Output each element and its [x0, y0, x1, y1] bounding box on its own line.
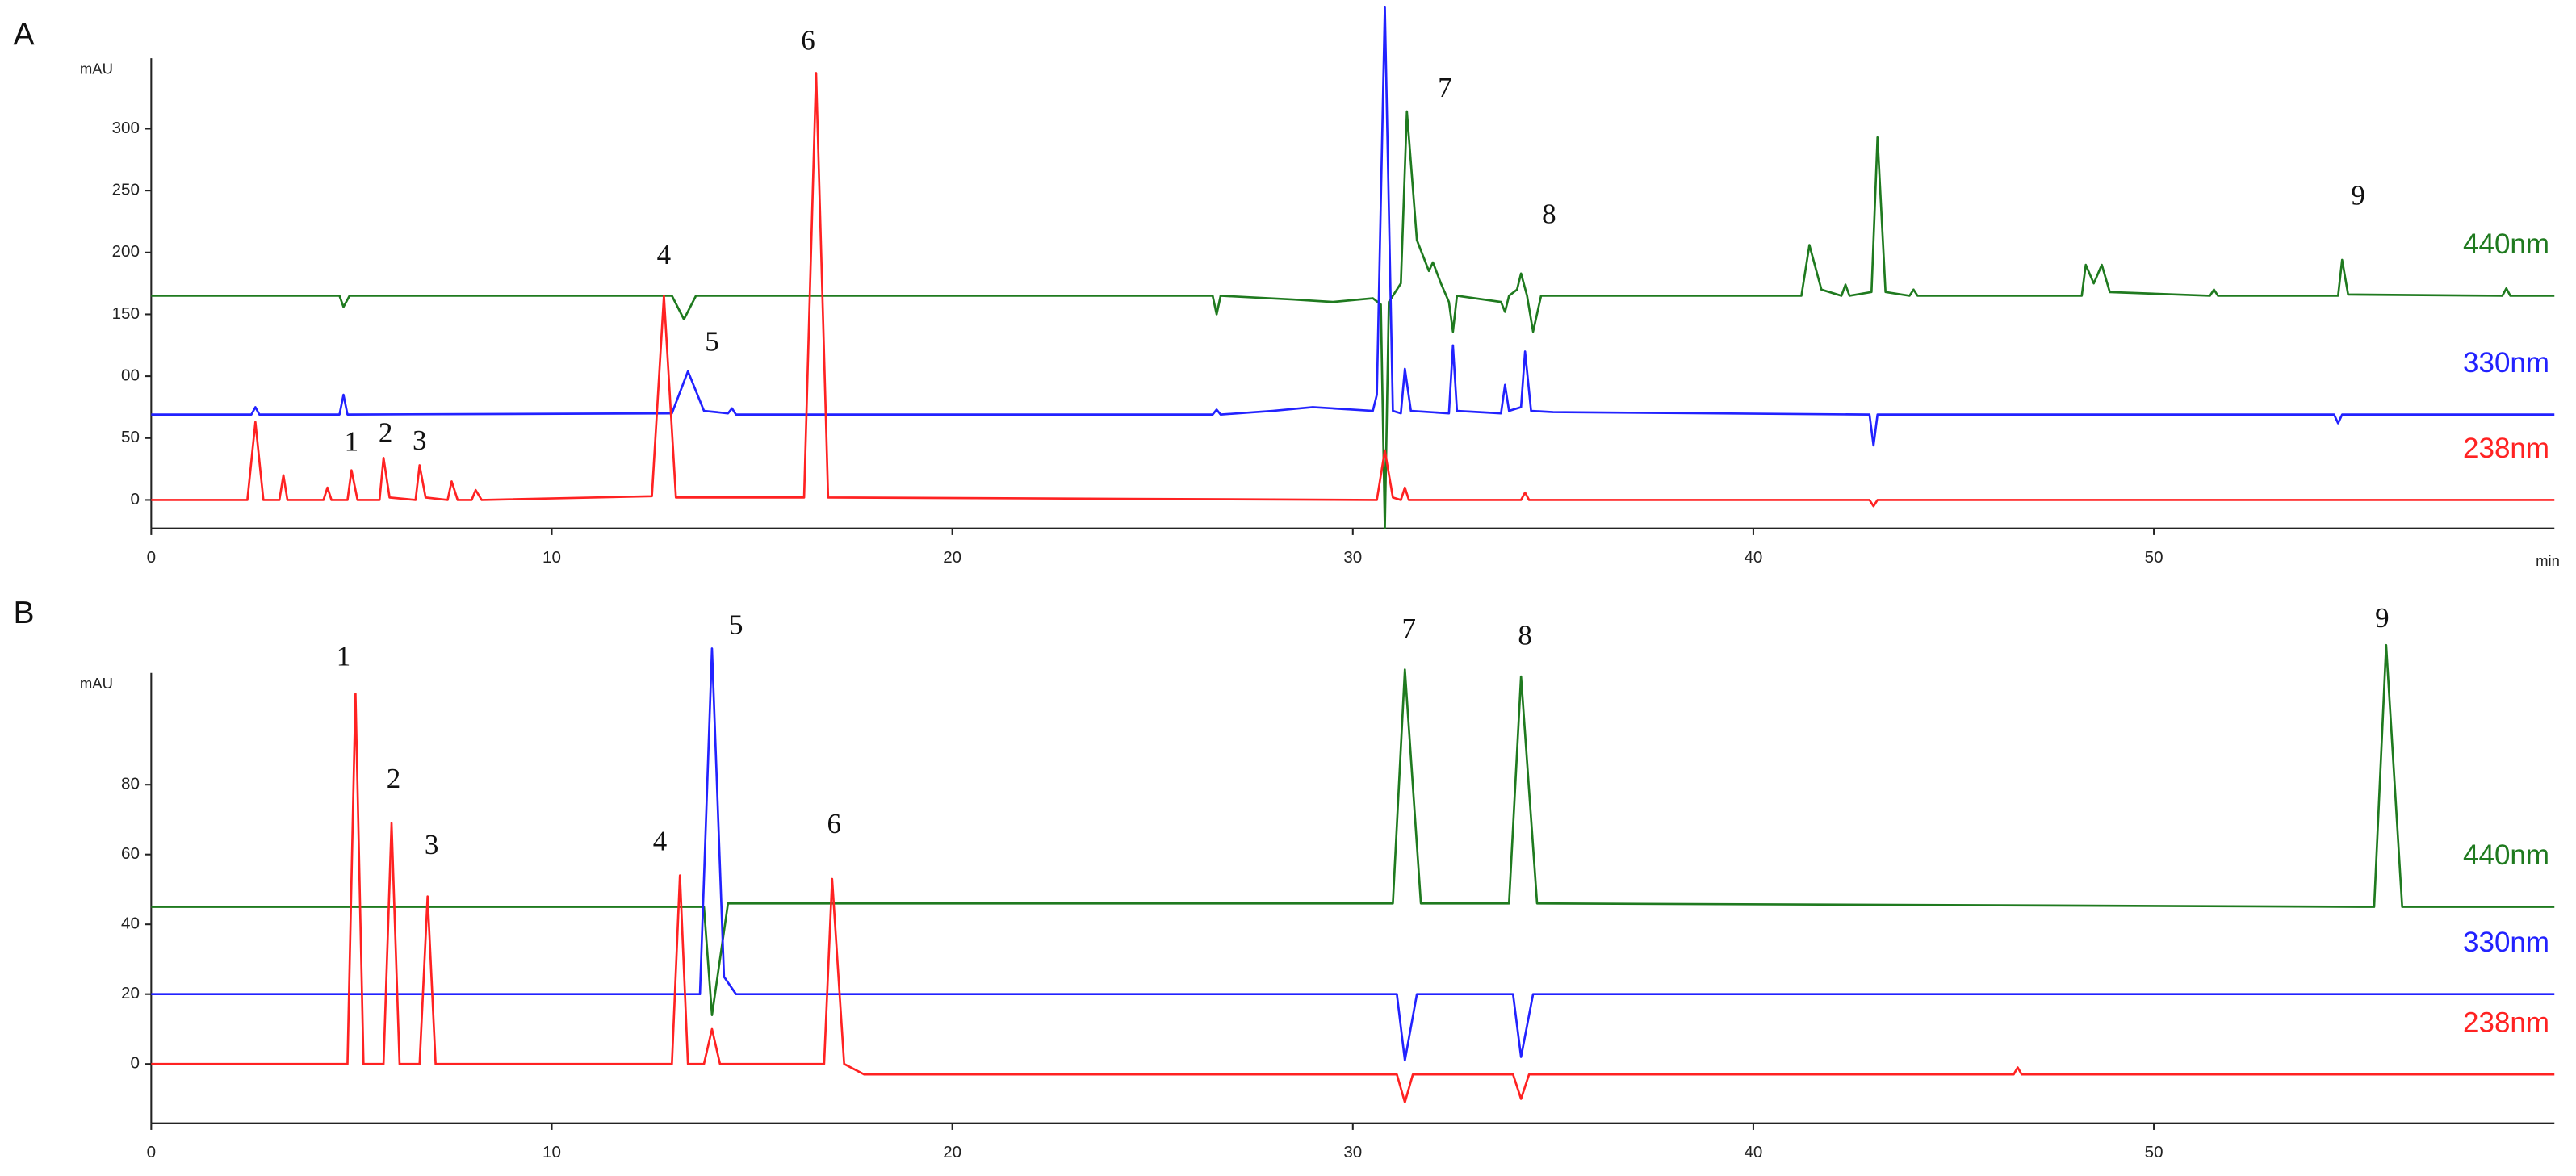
series-label: 440nm: [2463, 839, 2549, 871]
y-tick-label: 250: [112, 181, 140, 199]
peak-label: 2: [379, 417, 393, 449]
x-tick-label: 30: [1343, 548, 1362, 567]
peak-label: 5: [729, 609, 743, 641]
y-axis-label: mAU: [80, 675, 113, 692]
x-tick-label: 20: [943, 548, 961, 567]
y-tick-label: 0: [130, 490, 139, 508]
x-tick-label: 10: [542, 1143, 561, 1161]
series-label: 330nm: [2463, 347, 2549, 379]
x-tick-label: 50: [2145, 548, 2163, 567]
peak-label: 4: [657, 239, 672, 270]
peak-label: 9: [2351, 179, 2365, 211]
x-tick-label: 0: [147, 548, 156, 567]
y-tick-label: 20: [121, 984, 140, 1002]
y-tick-label: 80: [121, 775, 140, 793]
y-tick-label: 0: [130, 1054, 139, 1073]
peak-label: 1: [345, 425, 359, 457]
peak-label: 3: [425, 829, 439, 860]
x-tick-label: 10: [542, 548, 561, 567]
trace: [151, 110, 2555, 530]
y-tick-label: 00: [121, 366, 140, 385]
peak-label: 8: [1518, 620, 1532, 651]
x-tick-label: 30: [1343, 1143, 1362, 1161]
peak-label: 9: [2375, 602, 2390, 634]
trace: [151, 6, 2555, 447]
trace: [151, 72, 2555, 508]
panel-label: A: [13, 18, 35, 52]
peak-label: 5: [705, 325, 719, 357]
peak-label: 7: [1402, 613, 1417, 644]
x-tick-label: 40: [1744, 548, 1762, 567]
y-tick-label: 150: [112, 304, 140, 323]
peak-label: 8: [1542, 198, 1556, 229]
peak-label: 6: [801, 25, 815, 56]
trace: [151, 693, 2555, 1104]
series-label: 440nm: [2463, 228, 2549, 260]
series-label: 238nm: [2463, 433, 2549, 464]
y-tick-label: 40: [121, 914, 140, 933]
peak-label: 4: [653, 826, 668, 857]
y-axis-label: mAU: [80, 60, 113, 77]
y-tick-label: 60: [121, 844, 140, 863]
peak-label: 1: [337, 641, 351, 672]
trace: [151, 647, 2555, 1062]
x-tick-label: 20: [943, 1143, 961, 1161]
y-tick-label: 50: [121, 428, 140, 446]
series-label: 330nm: [2463, 927, 2549, 958]
peak-label: 3: [413, 425, 426, 456]
panel-label: B: [13, 596, 34, 630]
x-tick-label: 40: [1744, 1143, 1762, 1161]
series-label: 238nm: [2463, 1007, 2549, 1039]
peak-label: 6: [827, 808, 842, 839]
peak-label: 2: [387, 763, 401, 794]
y-tick-label: 300: [112, 119, 140, 137]
trace: [151, 643, 2555, 1016]
x-axis-label: min: [2536, 552, 2560, 569]
y-tick-label: 200: [112, 242, 140, 261]
x-tick-label: 0: [147, 1143, 156, 1161]
peak-label: 7: [1438, 72, 1452, 103]
x-tick-label: 50: [2145, 1143, 2163, 1161]
